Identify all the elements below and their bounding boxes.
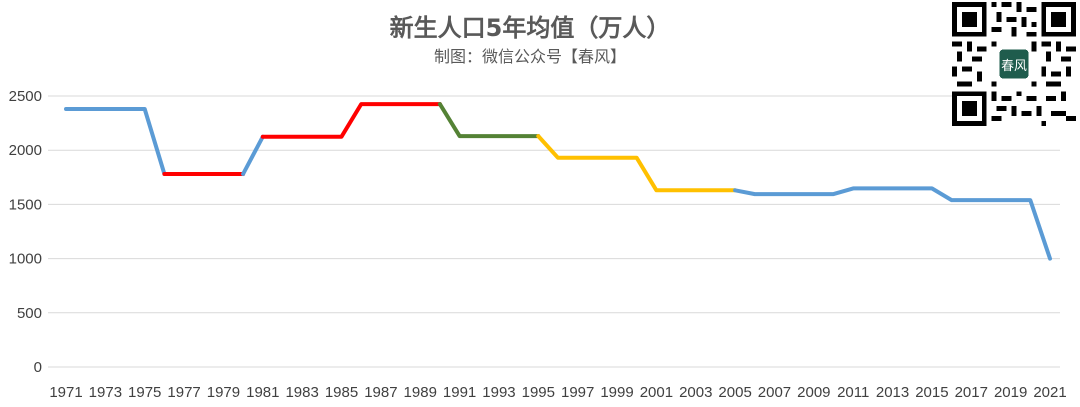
x-tick-label: 1975 — [128, 384, 161, 401]
x-tick-label: 2013 — [876, 384, 909, 401]
x-tick-label: 2005 — [718, 384, 751, 401]
y-tick-label: 2000 — [9, 142, 42, 159]
series-line-segment — [260, 102, 442, 139]
y-tick-label: 1000 — [9, 251, 42, 268]
y-tick-label: 500 — [17, 305, 42, 322]
x-tick-label: 1997 — [561, 384, 594, 401]
x-tick-label: 1983 — [285, 384, 318, 401]
y-axis-ticks: 0 500 1000 1500 2000 2500 — [9, 88, 42, 376]
series-line — [64, 102, 1052, 261]
chart-title: 新生人口5年均值（万人） — [390, 14, 671, 42]
gridlines — [48, 95, 1060, 368]
x-tick-label: 1977 — [167, 384, 200, 401]
x-tick-label: 1981 — [246, 384, 279, 401]
x-tick-label: 2017 — [955, 384, 988, 401]
x-tick-label: 1971 — [49, 384, 82, 401]
x-tick-label: 2007 — [758, 384, 791, 401]
x-tick-label: 1991 — [443, 384, 476, 401]
x-tick-label: 1985 — [325, 384, 358, 401]
x-tick-label: 1993 — [482, 384, 515, 401]
x-tick-label: 2001 — [640, 384, 673, 401]
qr-logo-text: 春风 — [1001, 59, 1027, 74]
x-tick-label: 1995 — [522, 384, 555, 401]
x-tick-label: 2019 — [994, 384, 1027, 401]
x-tick-label: 1979 — [207, 384, 240, 401]
x-tick-label: 1973 — [89, 384, 122, 401]
qr-code: 春风 — [952, 2, 1076, 126]
y-tick-label: 1500 — [9, 196, 42, 213]
x-tick-label: 2011 — [837, 384, 869, 401]
series-line-segment — [733, 186, 1052, 261]
x-tick-label: 2009 — [797, 384, 830, 401]
chart-subtitle: 制图：微信公众号【春风】 — [434, 47, 626, 66]
x-tick-label: 2015 — [915, 384, 948, 401]
x-axis-ticks: 1971 1973 1975 1977 1979 1981 1983 1985 1987 1989… — [49, 384, 1066, 401]
x-tick-label: 2003 — [679, 384, 712, 401]
series-line-segment — [437, 102, 541, 139]
series-line-segment — [536, 134, 738, 193]
y-tick-label: 0 — [34, 359, 42, 376]
x-tick-label: 1987 — [364, 384, 397, 401]
series-line-segment — [64, 107, 167, 176]
x-tick-label: 1989 — [404, 384, 437, 401]
series-line-segment — [241, 134, 265, 176]
y-tick-label: 2500 — [9, 88, 42, 105]
x-tick-label: 1999 — [600, 384, 633, 401]
x-tick-label: 2021 — [1033, 384, 1066, 401]
